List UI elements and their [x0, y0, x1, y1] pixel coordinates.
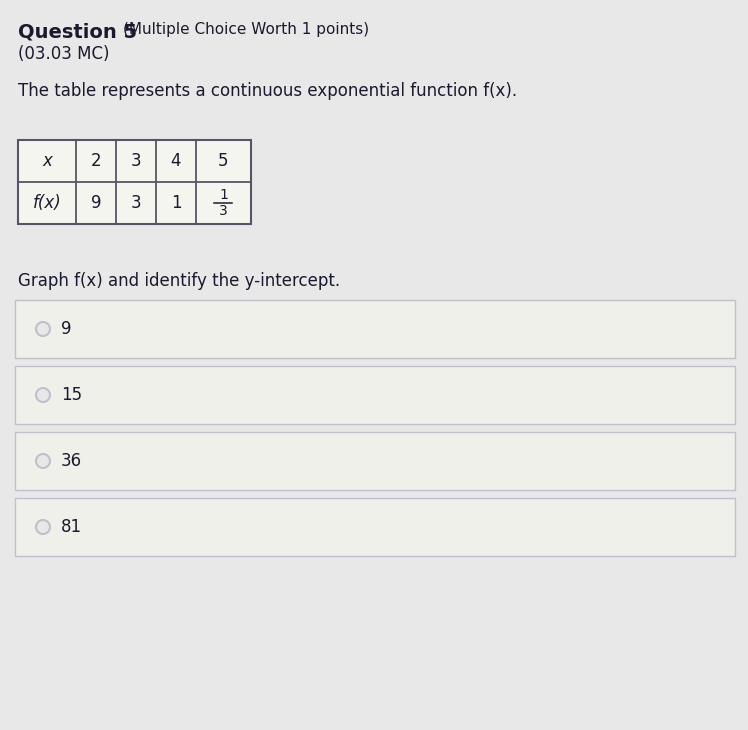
- FancyBboxPatch shape: [15, 432, 735, 490]
- Text: The table represents a continuous exponential function f(x).: The table represents a continuous expone…: [18, 82, 517, 100]
- Text: 5: 5: [218, 152, 229, 170]
- Text: 15: 15: [61, 386, 82, 404]
- Text: 9: 9: [61, 320, 72, 338]
- Text: f(x): f(x): [33, 194, 61, 212]
- Text: 1: 1: [219, 188, 228, 202]
- Text: 2: 2: [91, 152, 101, 170]
- Text: 1: 1: [171, 194, 181, 212]
- FancyBboxPatch shape: [15, 300, 735, 358]
- Text: (Multiple Choice Worth 1 points): (Multiple Choice Worth 1 points): [123, 22, 369, 37]
- Text: 3: 3: [219, 204, 228, 218]
- Text: Graph f(x) and identify the y-intercept.: Graph f(x) and identify the y-intercept.: [18, 272, 340, 290]
- FancyBboxPatch shape: [15, 366, 735, 424]
- Text: 3: 3: [131, 152, 141, 170]
- Circle shape: [36, 520, 50, 534]
- Text: (03.03 MC): (03.03 MC): [18, 45, 109, 63]
- Text: 4: 4: [171, 152, 181, 170]
- Text: 81: 81: [61, 518, 82, 536]
- FancyBboxPatch shape: [15, 498, 735, 556]
- Text: 3: 3: [131, 194, 141, 212]
- Circle shape: [36, 322, 50, 336]
- FancyBboxPatch shape: [18, 140, 251, 224]
- Text: 9: 9: [91, 194, 101, 212]
- Text: 36: 36: [61, 452, 82, 470]
- Text: Question 5: Question 5: [18, 22, 137, 41]
- Circle shape: [36, 388, 50, 402]
- Circle shape: [36, 454, 50, 468]
- Text: x: x: [42, 152, 52, 170]
